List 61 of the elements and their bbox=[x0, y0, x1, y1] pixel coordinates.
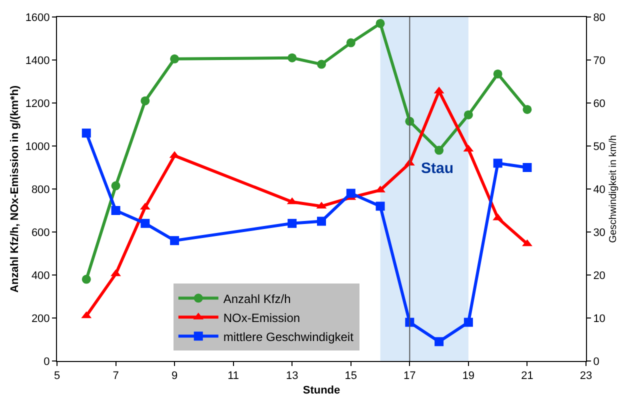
y2-axis-title: Geschwindigkeit in km/h bbox=[608, 135, 619, 243]
point bbox=[493, 69, 502, 78]
point bbox=[464, 110, 473, 120]
point bbox=[346, 188, 356, 198]
point bbox=[288, 53, 297, 62]
x-tick-label: 7 bbox=[112, 370, 119, 382]
y-axis-title: Anzahl Kfz/h, NOx-Emission in g/(km*h) bbox=[8, 85, 21, 293]
point bbox=[376, 202, 385, 211]
x-tick-label: 23 bbox=[580, 370, 592, 382]
point bbox=[111, 181, 120, 190]
legend-label: mittlere Geschwindigkeit bbox=[223, 330, 354, 344]
legend-label: NOx-Emission bbox=[223, 310, 300, 325]
point bbox=[346, 38, 356, 48]
point bbox=[288, 218, 297, 228]
y2-tick-label: 0 bbox=[593, 356, 600, 368]
x-tick-label: 19 bbox=[462, 370, 475, 382]
y2-tick-label: 60 bbox=[593, 98, 606, 110]
y2-tick-label: 40 bbox=[593, 184, 606, 196]
band-label: Stau bbox=[421, 160, 454, 177]
y-tick-label: 0 bbox=[44, 356, 50, 368]
x-tick-label: 17 bbox=[404, 370, 416, 382]
legend-label: Anzahl Kfz/h bbox=[223, 292, 291, 306]
point bbox=[140, 218, 150, 228]
y2-tick-label: 20 bbox=[593, 270, 606, 282]
y2-tick-label: 70 bbox=[593, 54, 606, 67]
point bbox=[111, 206, 120, 215]
x-tick-label: 13 bbox=[286, 370, 298, 382]
point bbox=[317, 60, 326, 69]
point bbox=[110, 269, 121, 276]
point bbox=[82, 274, 91, 284]
x-axis-title: Stunde bbox=[302, 384, 340, 396]
point bbox=[434, 146, 444, 155]
y-tick-label: 1400 bbox=[25, 54, 50, 67]
y-tick-label: 400 bbox=[31, 270, 50, 282]
x-tick-label: 21 bbox=[521, 370, 534, 382]
y2-tick-label: 80 bbox=[593, 12, 606, 24]
y2-tick-label: 50 bbox=[593, 140, 606, 153]
point bbox=[317, 216, 326, 226]
y-tick-label: 1600 bbox=[25, 12, 50, 24]
point bbox=[170, 236, 180, 246]
point bbox=[522, 163, 532, 172]
x-tick-label: 11 bbox=[228, 370, 240, 382]
x-tick-label: 15 bbox=[344, 370, 358, 382]
point bbox=[464, 318, 473, 327]
y-tick-label: 800 bbox=[31, 184, 50, 196]
point bbox=[493, 158, 502, 168]
point bbox=[434, 337, 444, 346]
point bbox=[522, 239, 532, 246]
y2-tick-label: 10 bbox=[593, 312, 606, 325]
y-tick-label: 1200 bbox=[25, 98, 50, 110]
point bbox=[140, 96, 150, 106]
y-tick-label: 200 bbox=[31, 312, 50, 325]
y-tick-label: 600 bbox=[31, 226, 50, 239]
point bbox=[376, 18, 385, 28]
x-tick-label: 5 bbox=[54, 370, 60, 382]
x-tick-label: 9 bbox=[171, 370, 178, 382]
point bbox=[170, 54, 180, 64]
y2-tick-label: 30 bbox=[593, 226, 606, 239]
point bbox=[82, 128, 91, 138]
y-tick-label: 1000 bbox=[25, 140, 50, 153]
point bbox=[522, 104, 532, 114]
